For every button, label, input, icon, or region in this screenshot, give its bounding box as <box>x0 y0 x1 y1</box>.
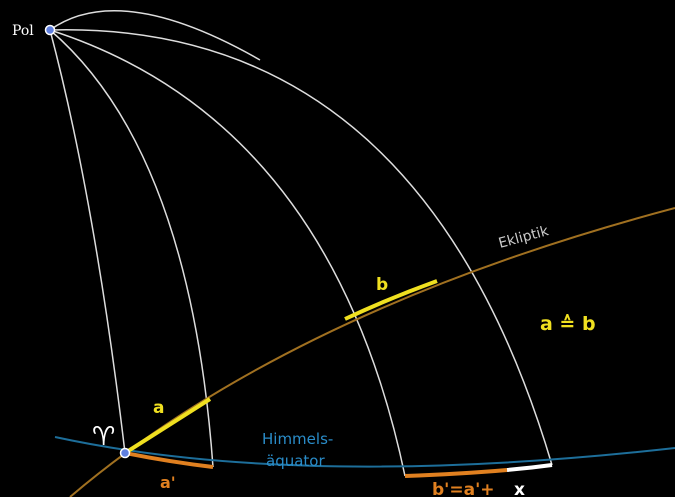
meridian <box>49 10 261 61</box>
arc-b-prime <box>404 468 508 478</box>
equator-label: äquator <box>266 452 325 470</box>
arc-b-label: b <box>376 275 388 295</box>
pole-point <box>44 24 56 36</box>
meridian <box>49 29 553 466</box>
arc-a-prime-label: a' <box>160 473 176 492</box>
meridian <box>49 29 126 454</box>
vernal-symbol: ♈︎ <box>92 422 115 452</box>
vernal-point <box>119 447 131 459</box>
meridian <box>49 29 214 468</box>
pole-label: Pol <box>12 23 34 39</box>
arc-b <box>344 279 438 321</box>
equivalence-label: a ≙ b <box>540 313 596 335</box>
arc-a-prime <box>124 451 214 469</box>
arc-b-prime-label: b'=a'+ <box>432 480 495 497</box>
arc-a <box>123 397 212 455</box>
meridians <box>49 10 553 477</box>
arc-x <box>506 463 553 472</box>
equator-label: Himmels- <box>262 430 333 448</box>
arc-a-label: a <box>153 398 164 418</box>
excess-label: x <box>514 480 525 497</box>
meridian <box>49 29 406 477</box>
